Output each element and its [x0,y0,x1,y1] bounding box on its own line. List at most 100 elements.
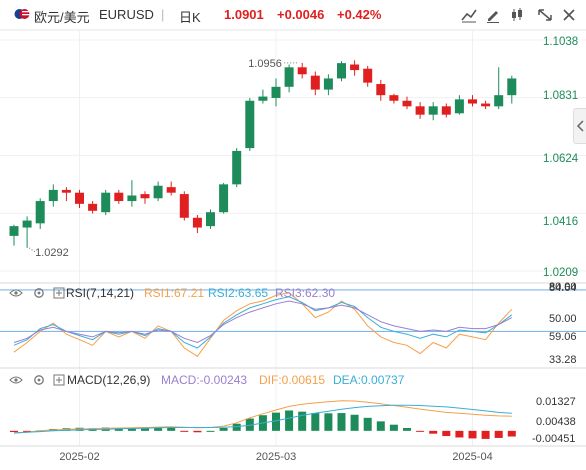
candle-style-icon[interactable] [507,6,527,24]
candle [206,209,215,229]
candle-body [101,192,111,213]
candle [127,180,137,207]
grid-lines [0,31,586,446]
macd-bar [389,424,398,431]
rsi1-value: RSI1:67.21 [144,286,204,300]
rsi-legend: RSI(7,14,21) RSI1:67.21 RSI2:63.65 RSI3:… [9,286,335,300]
macd-settings-gear-icon[interactable] [34,375,44,385]
macd-bar [455,430,464,438]
candle-body [88,203,98,211]
time-tick-1: 2025-03 [256,451,296,463]
macd-bar [468,430,477,439]
time-tick-0: 2025-02 [59,451,99,463]
macd-bar [127,427,136,431]
candle-body [363,68,373,83]
rsi-expand-icon[interactable] [53,287,65,299]
rsi-level-80-label: 80.00 [549,281,577,293]
rsi-settings-gear-icon[interactable] [34,288,44,298]
close-icon[interactable] [559,6,579,24]
pair-name: 欧元/美元 [34,10,90,25]
macd-expand-icon[interactable] [53,374,65,386]
macd-bar [272,412,280,431]
candle [61,187,71,202]
macd-bar [245,418,254,431]
macd-visibility-eye-icon[interactable] [9,376,23,384]
candle [114,189,124,204]
eu-us-flag-icon [14,9,30,19]
candle-body [297,67,307,75]
macd-bar [10,430,18,433]
time-tick-2: 2025-04 [452,451,492,463]
macd-bar [193,430,202,433]
candle-body [271,86,281,98]
rsi-visibility-eye-icon[interactable] [9,289,23,297]
rsi-tick-2: 33.28 [549,354,577,366]
macd-bar [403,428,411,431]
candle [153,181,163,202]
candle [166,181,176,196]
candle [350,60,360,76]
candle-body [481,103,491,107]
candle [507,75,517,104]
candle-body [140,194,150,199]
indicator-icon[interactable] [459,6,479,24]
expand-icon[interactable] [535,6,555,24]
timeframe-selector[interactable]: 日K [179,10,201,25]
candle [468,95,477,107]
low-annotation: 1.0292 [35,247,69,259]
macd-bar [180,430,189,432]
price-tick-0: 1.1038 [543,36,578,48]
candle-body [114,192,124,202]
candlestick-series [9,60,517,248]
candle-body [258,96,268,101]
draw-pencil-icon[interactable] [483,6,503,24]
rsi3-line [13,300,513,344]
candle [323,74,333,96]
candle [402,96,412,110]
candle [140,191,150,204]
macd-bar [507,430,516,437]
macd-bar [442,430,451,437]
candle [9,224,19,246]
candle [415,102,425,119]
rsi-tick-1: 59.06 [549,331,577,343]
candle [297,62,307,79]
price-tick-3: 1.0416 [543,216,578,228]
macd-legend: MACD(12,26,9) MACD:-0.00243 DIF:0.00615 … [9,373,405,387]
candle [35,198,45,229]
dif-line [13,400,512,434]
candle-body [402,100,412,107]
candle [481,100,491,110]
last-price: 1.0901 [224,7,264,22]
macd-bar [363,417,372,431]
candle-body [494,95,504,107]
macd-bar [494,430,503,438]
candle-body [153,185,163,199]
macd-bar [154,427,163,431]
price-tick-1: 1.0831 [543,90,578,102]
header-divider: | [161,7,165,22]
candle-body [232,150,242,185]
candle-body [219,184,229,213]
collapse-panel-arrow-icon[interactable] [573,108,586,144]
price-tick-2: 1.0624 [543,153,579,165]
macd-bar [285,410,294,431]
candle-body [389,95,399,101]
macd-histogram [10,410,516,439]
candle-body [9,226,19,236]
dif-value: DIF:0.00615 [259,373,325,387]
candle [101,189,111,215]
macd-bar [23,430,32,432]
candle-body [323,78,333,90]
macd-bar [206,430,215,432]
candle [179,191,189,221]
candle-body [428,106,438,115]
macd-bar [337,413,346,431]
macd-bar [376,421,385,431]
candle [75,189,84,209]
time-axis: 2025-02 2025-03 2025-04 [59,451,492,463]
price-change-pct: +0.42% [337,7,382,22]
candle-body [166,187,176,193]
macd-tick-2: -0.00451 [532,433,575,445]
macd-bar [219,428,228,431]
